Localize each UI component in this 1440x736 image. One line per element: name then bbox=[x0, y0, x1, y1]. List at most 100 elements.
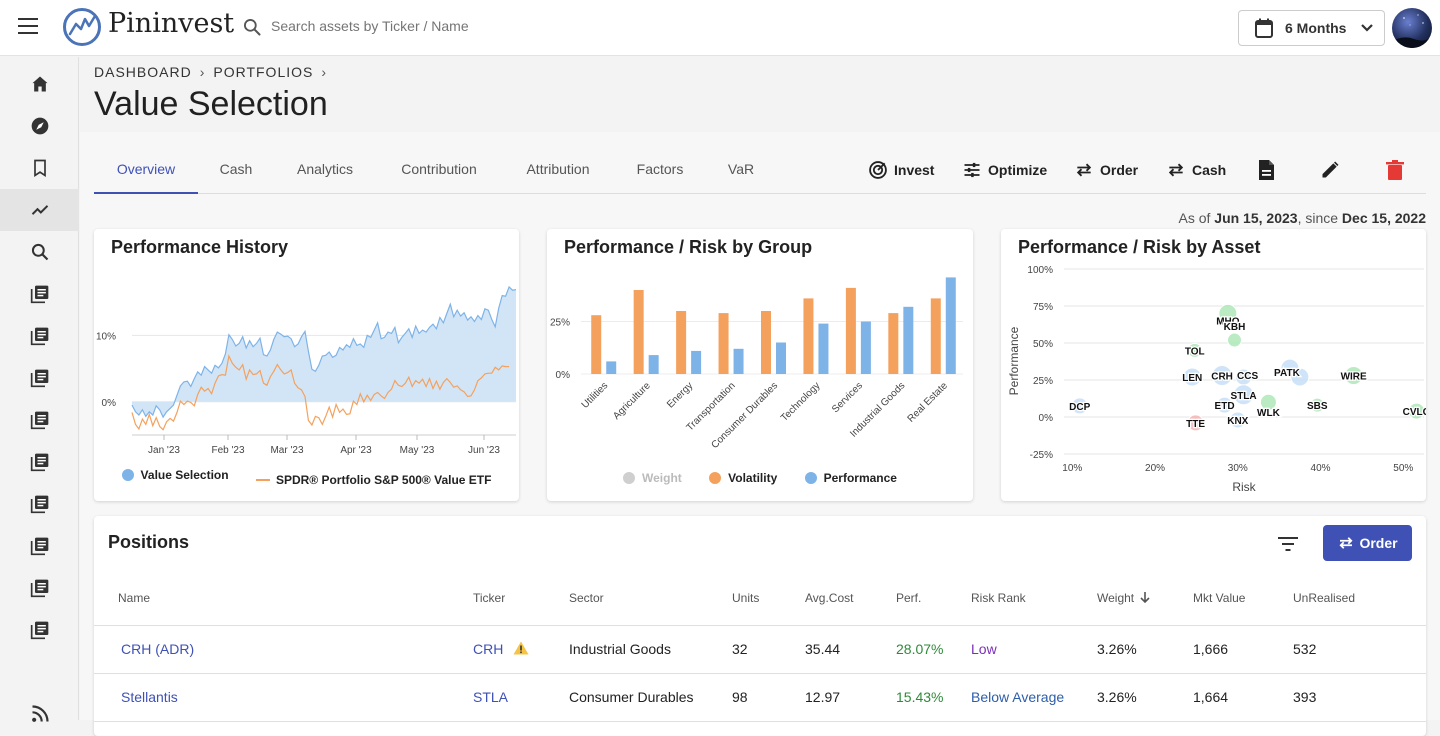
breadcrumb-dashboard[interactable]: DASHBOARD bbox=[94, 64, 192, 80]
trash-icon bbox=[1386, 160, 1404, 180]
sidebar-item-list[interactable] bbox=[0, 525, 79, 567]
units-cell: 32 bbox=[732, 625, 805, 674]
point-label: MHO bbox=[1216, 316, 1240, 327]
volatility-bar bbox=[591, 315, 602, 374]
sidebar-item-bookmarks[interactable] bbox=[0, 147, 79, 189]
sidebar-item-portfolios[interactable] bbox=[0, 189, 79, 231]
table-row[interactable]: CRH (ADR) CRH Industrial Goods 32 35.44 … bbox=[94, 625, 1426, 674]
point-label: ETD bbox=[1215, 401, 1235, 412]
report-button[interactable] bbox=[1256, 158, 1282, 182]
x-tick-label: Mar '23 bbox=[270, 445, 303, 456]
column-header-unrealised[interactable]: UnRealised bbox=[1293, 572, 1426, 626]
as-of-prefix: As of bbox=[1178, 210, 1211, 226]
sidebar-item-home[interactable] bbox=[0, 63, 79, 105]
legend-marker bbox=[255, 479, 270, 481]
y-tick-label: 0% bbox=[1039, 413, 1054, 424]
asset-scatter-chart[interactable]: 100% 75% 50% 25% 0% -25% 10% 20% 30% 40% 50% Risk Pe… bbox=[1001, 229, 1426, 501]
sidebar-item-list[interactable] bbox=[0, 441, 79, 483]
column-header-ticker[interactable]: Ticker bbox=[473, 572, 569, 626]
sidebar bbox=[0, 57, 79, 722]
volatility-bar bbox=[718, 313, 729, 374]
scatter-point bbox=[1218, 303, 1238, 323]
x-tick-label: Energy bbox=[665, 380, 695, 410]
tab-contribution[interactable]: Contribution bbox=[401, 161, 477, 177]
scatter-point bbox=[1071, 397, 1089, 415]
search-icon bbox=[31, 243, 48, 261]
library-icon bbox=[30, 495, 48, 514]
scatter-point bbox=[1259, 393, 1277, 411]
group-bar-chart[interactable]: 0%25%Utilities Agriculture EnergyTransport… bbox=[547, 229, 973, 501]
legend-item-spdr[interactable]: SPDR® Portfolio S&P 500® Value ETF bbox=[255, 473, 491, 487]
performance-history-chart[interactable]: 0% 10% Jan '23 Feb '23 Mar '23 Apr '23 May '23… bbox=[94, 229, 519, 501]
invest-button[interactable]: Invest bbox=[868, 158, 934, 182]
search-icon[interactable] bbox=[242, 17, 262, 37]
order-button[interactable]: Order bbox=[1323, 525, 1412, 561]
column-header-weight[interactable]: Weight bbox=[1097, 572, 1193, 626]
tab-var[interactable]: VaR bbox=[727, 161, 755, 177]
order-action-button[interactable]: Order bbox=[1074, 158, 1138, 182]
tune-icon bbox=[964, 162, 980, 178]
sidebar-item-list[interactable] bbox=[0, 483, 79, 525]
ticker-link[interactable]: CRH bbox=[473, 641, 504, 657]
sidebar-item-list[interactable] bbox=[0, 357, 79, 399]
warning-icon[interactable] bbox=[513, 641, 529, 655]
avatar[interactable] bbox=[1392, 8, 1432, 48]
sidebar-item-list[interactable] bbox=[0, 273, 79, 315]
column-header-name[interactable]: Name bbox=[94, 572, 473, 626]
sidebar-item-explore[interactable] bbox=[0, 105, 79, 147]
period-select[interactable]: 6 Months bbox=[1238, 10, 1385, 46]
tab-attribution[interactable]: Attribution bbox=[526, 161, 590, 177]
legend-item-performance[interactable]: Performance bbox=[804, 471, 897, 485]
point-label: KBH bbox=[1224, 322, 1246, 333]
scatter-point bbox=[1233, 384, 1255, 406]
invest-label: Invest bbox=[894, 162, 935, 178]
sidebar-item-list[interactable] bbox=[0, 567, 79, 609]
perf-cell: 28.07% bbox=[896, 625, 971, 674]
tab-overview[interactable]: Overview bbox=[94, 146, 198, 194]
positions-title: Positions bbox=[108, 532, 190, 552]
sidebar-item-search[interactable] bbox=[0, 231, 79, 273]
edit-button[interactable] bbox=[1320, 158, 1346, 182]
column-header-units[interactable]: Units bbox=[732, 572, 805, 626]
rss-icon bbox=[31, 705, 49, 722]
cash-action-button[interactable]: Cash bbox=[1166, 158, 1226, 182]
performance-bar bbox=[733, 348, 744, 374]
breadcrumb-portfolios[interactable]: PORTFOLIOS bbox=[213, 64, 314, 80]
table-row[interactable]: Stellantis STLA Consumer Durables 98 12.… bbox=[94, 673, 1426, 722]
tab-analytics[interactable]: Analytics bbox=[296, 161, 354, 177]
sidebar-item-list[interactable] bbox=[0, 609, 79, 651]
tab-factors[interactable]: Factors bbox=[636, 161, 684, 177]
legend-item-volatility[interactable]: Volatility bbox=[709, 471, 777, 485]
x-tick-label: 40% bbox=[1311, 463, 1331, 474]
position-name-link[interactable]: Stellantis bbox=[121, 689, 178, 705]
volatility-bar bbox=[888, 313, 899, 374]
column-header-sector[interactable]: Sector bbox=[569, 572, 732, 626]
column-header-mkt-value[interactable]: Mkt Value bbox=[1193, 572, 1293, 626]
tab-cash[interactable]: Cash bbox=[219, 161, 253, 177]
search-input[interactable] bbox=[271, 18, 571, 34]
x-axis-label: Risk bbox=[1232, 480, 1256, 494]
y-tick-label: 10% bbox=[96, 331, 116, 342]
filter-icon[interactable] bbox=[1278, 536, 1298, 552]
point-label: TTE bbox=[1186, 419, 1205, 430]
legend-item-value-selection[interactable]: Value Selection bbox=[121, 468, 229, 482]
sidebar-item-list[interactable] bbox=[0, 399, 79, 441]
since-date-value: Dec 15, 2022 bbox=[1341, 210, 1426, 226]
column-header-risk-rank[interactable]: Risk Rank bbox=[971, 572, 1097, 626]
sector-cell: Consumer Durables bbox=[569, 673, 732, 722]
delete-button[interactable] bbox=[1386, 158, 1410, 182]
y-tick-label: 25% bbox=[550, 318, 570, 329]
sidebar-item-rss[interactable] bbox=[0, 693, 79, 735]
sidebar-item-list[interactable] bbox=[0, 315, 79, 357]
brand-name[interactable]: Pininvest bbox=[108, 8, 235, 39]
legend-label: Weight bbox=[642, 471, 682, 485]
optimize-button[interactable]: Optimize bbox=[962, 158, 1047, 182]
menu-icon[interactable] bbox=[18, 18, 38, 34]
point-label: CVLG bbox=[1403, 407, 1426, 418]
column-header-perf[interactable]: Perf. bbox=[896, 572, 971, 626]
position-name-link[interactable]: CRH (ADR) bbox=[121, 641, 195, 657]
ticker-link[interactable]: STLA bbox=[473, 689, 509, 705]
logo-icon[interactable] bbox=[62, 7, 102, 47]
column-header-avg-cost[interactable]: Avg.Cost bbox=[805, 572, 896, 626]
legend-item-weight[interactable]: Weight bbox=[623, 471, 682, 485]
